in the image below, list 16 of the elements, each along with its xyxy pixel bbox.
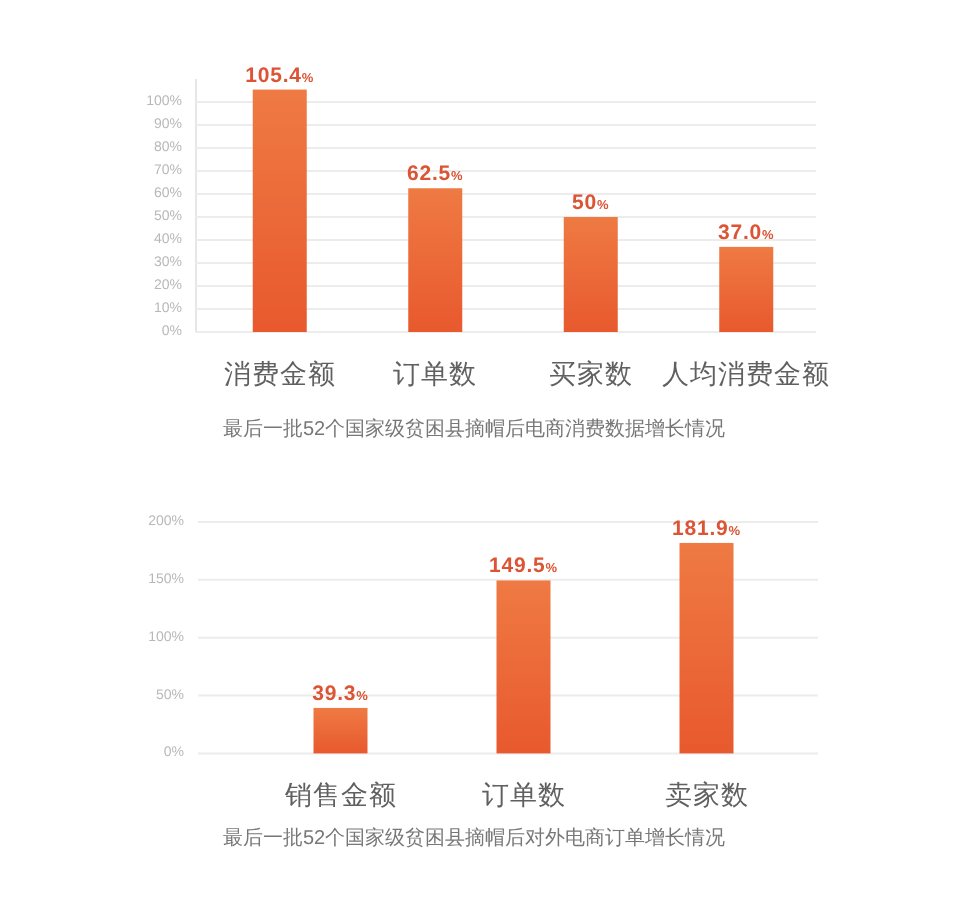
x-tick-label: 买家数	[548, 359, 633, 389]
text: 最后一批52个国家级贫困县摘帽后电商消费数据增长情况	[222, 417, 726, 441]
bar	[496, 580, 551, 754]
bar	[719, 246, 774, 332]
text: 最后一批52个国家级贫困县摘帽后对外电商订单增长情况	[222, 826, 726, 850]
x-tick-label: 人均消费金额	[662, 359, 831, 389]
x-tick-label: 订单数	[393, 359, 478, 389]
bar	[679, 542, 734, 754]
bar	[408, 188, 463, 332]
x-tick-label: 销售金额	[282, 780, 397, 810]
bar	[252, 89, 307, 332]
x-tick-label: 消费金额	[223, 359, 336, 389]
x-tick-label: 卖家数	[664, 780, 749, 810]
x-tick-label: 订单数	[481, 780, 566, 810]
bar	[563, 217, 618, 332]
bar	[313, 707, 368, 754]
